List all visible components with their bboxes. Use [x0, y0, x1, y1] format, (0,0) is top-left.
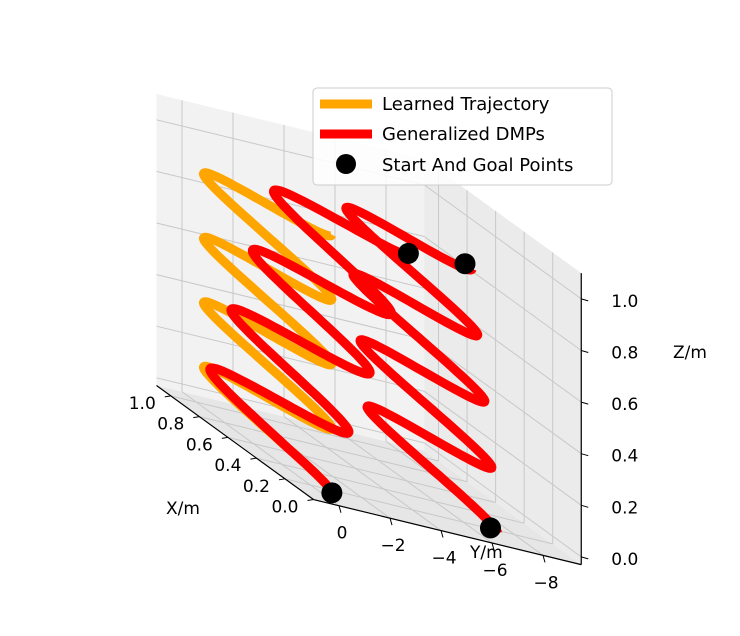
y-tick-label: 0: [337, 524, 348, 544]
grid-line-z-side: [423, 390, 582, 506]
tick-labels: 0.00.20.40.60.81.00−2−4−6−80.00.20.40.60…: [129, 292, 639, 593]
y-tick-mark: [338, 505, 342, 513]
start-goal-point-3: [454, 253, 476, 275]
x-tick-label: 0.6: [186, 435, 213, 455]
y-tick-label: −8: [533, 573, 558, 593]
legend-label-learned: Learned Trajectory: [382, 94, 550, 115]
grid-line-z-side: [423, 184, 582, 300]
grid-line-x-floor: [199, 416, 468, 483]
x-tick-mark: [221, 436, 228, 439]
z-tick-label: 0.0: [611, 550, 638, 570]
z-tick-mark: [581, 504, 589, 508]
x-tick-label: 0.8: [157, 415, 184, 435]
start-goal-markers: [321, 242, 501, 539]
z-tick-label: 1.0: [611, 292, 638, 312]
z-tick-mark: [581, 556, 589, 560]
start-goal-point-2: [479, 517, 501, 539]
y-axis-label: Y/m: [469, 543, 503, 563]
legend-label-generalized: Generalized DMPs: [382, 124, 545, 145]
y-tick-label: −6: [482, 561, 507, 581]
grid-line-z-side: [423, 236, 582, 351]
x-tick-label: 0.0: [271, 498, 298, 518]
z-tick-mark: [581, 453, 589, 457]
x-tick-mark: [164, 395, 171, 398]
x-tick-label: 0.4: [214, 456, 241, 476]
z-tick-label: 0.6: [611, 395, 638, 415]
legend: Learned Trajectory Generalized DMPs Star…: [312, 87, 613, 186]
start-goal-point-1: [397, 242, 419, 264]
x-axis-line: [156, 385, 314, 501]
y-tick-label: −4: [431, 549, 456, 569]
series-line-2: [341, 202, 502, 537]
grid-line-z-side: [423, 442, 582, 558]
z-axis-label: Z/m: [673, 343, 707, 363]
grid-line-z-side: [423, 339, 582, 455]
z-tick-label: 0.4: [611, 447, 638, 467]
series-lines: [198, 168, 502, 537]
z-tick-label: 0.8: [611, 344, 638, 364]
grid-line-y-floor: [283, 416, 442, 531]
start-goal-point-0: [321, 482, 343, 504]
y-tick-mark: [440, 530, 444, 538]
z-tick-label: 0.2: [611, 498, 638, 518]
x-tick-label: 0.2: [243, 477, 270, 497]
legend-box: [312, 87, 613, 186]
z-tick-mark: [581, 298, 589, 302]
y-tick-mark: [389, 518, 393, 526]
x-tick-mark: [278, 478, 286, 481]
z-tick-mark: [581, 401, 589, 405]
grid-line-z-back: [156, 325, 425, 392]
axis-lines: [156, 273, 582, 566]
x-tick-label: 1.0: [129, 394, 156, 414]
x-axis-label: X/m: [166, 499, 200, 519]
y-tick-mark: [491, 542, 495, 551]
x-tick-mark: [307, 499, 314, 502]
y-axis-line: [313, 498, 582, 566]
series-line-1: [205, 185, 413, 496]
grid-line-z-back: [156, 274, 425, 341]
z-tick-mark: [581, 350, 589, 353]
y-tick-label: −2: [380, 536, 405, 556]
x-tick-mark: [250, 457, 257, 460]
legend-label-start-goal: Start And Goal Points: [382, 155, 573, 176]
grid-line-x-floor: [170, 395, 439, 462]
x-tick-mark: [193, 416, 200, 419]
y-tick-mark: [542, 555, 546, 563]
grid-line-y-floor: [334, 428, 493, 544]
grid-line-y-floor: [181, 391, 340, 507]
legend-marker-start-goal: [336, 154, 356, 174]
